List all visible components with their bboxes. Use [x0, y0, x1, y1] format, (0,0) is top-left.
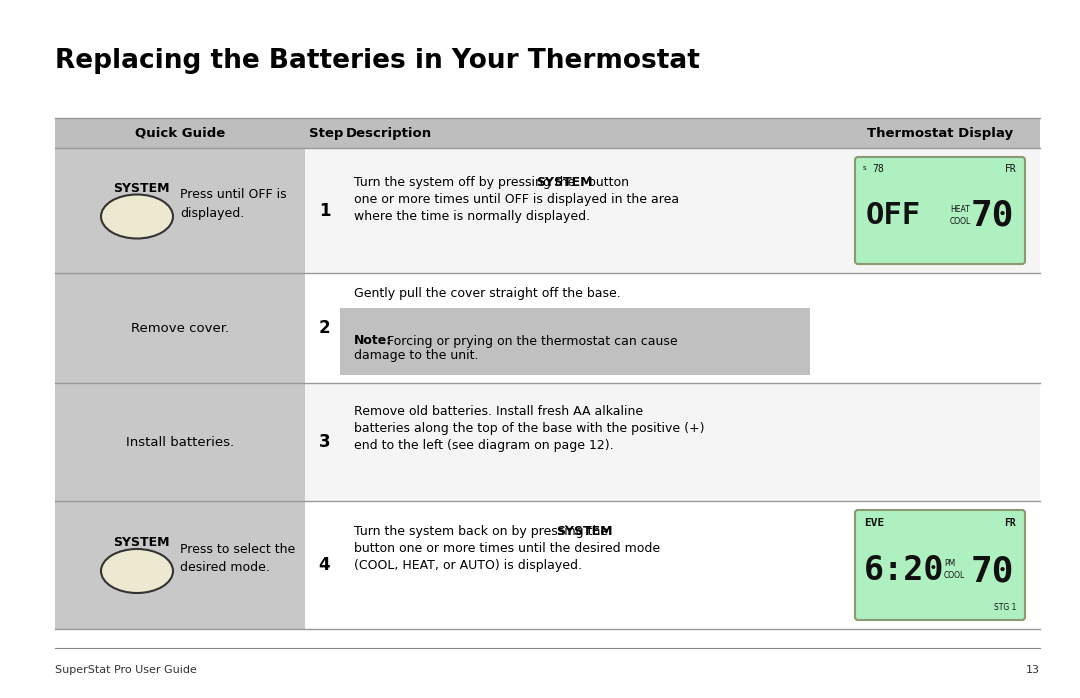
- Text: Press to select the
desired mode.: Press to select the desired mode.: [180, 543, 295, 574]
- Ellipse shape: [102, 549, 173, 593]
- Bar: [55, 383, 305, 501]
- Bar: [55, 273, 305, 383]
- Bar: [305, 273, 1040, 383]
- FancyBboxPatch shape: [855, 157, 1025, 264]
- Text: Remove cover.: Remove cover.: [131, 322, 229, 334]
- Text: SuperStat Pro User Guide: SuperStat Pro User Guide: [55, 665, 197, 675]
- Bar: [55, 501, 305, 629]
- Text: COOL: COOL: [944, 570, 966, 579]
- Text: s: s: [863, 165, 866, 171]
- Text: Turn the system off by pressing the: Turn the system off by pressing the: [354, 176, 579, 189]
- Text: SYSTEM: SYSTEM: [556, 525, 612, 538]
- Ellipse shape: [102, 195, 173, 239]
- Text: 2: 2: [319, 319, 330, 337]
- Text: button: button: [584, 176, 629, 189]
- Text: button one or more times until the desired mode: button one or more times until the desir…: [354, 542, 660, 555]
- Text: Step: Step: [309, 126, 343, 140]
- Text: Thermostat Display: Thermostat Display: [867, 126, 1013, 140]
- Text: EVE: EVE: [864, 518, 885, 528]
- Text: 4: 4: [319, 556, 330, 574]
- Text: SYSTEM: SYSTEM: [113, 537, 170, 549]
- Text: Forcing or prying on the thermostat can cause: Forcing or prying on the thermostat can …: [387, 334, 677, 348]
- Text: 70: 70: [971, 198, 1014, 232]
- Text: Description: Description: [346, 126, 432, 140]
- Text: 3: 3: [319, 433, 330, 451]
- Bar: [55, 118, 1040, 148]
- Text: Gently pull the cover straight off the base.: Gently pull the cover straight off the b…: [354, 287, 621, 300]
- Bar: [55, 148, 305, 273]
- Text: Quick Guide: Quick Guide: [135, 126, 225, 140]
- Text: Note:: Note:: [354, 334, 392, 348]
- Text: HEAT
COOL: HEAT COOL: [950, 205, 971, 225]
- Text: 78: 78: [872, 164, 883, 174]
- FancyBboxPatch shape: [855, 510, 1025, 620]
- Text: where the time is normally displayed.: where the time is normally displayed.: [354, 210, 590, 223]
- Text: Replacing the Batteries in Your Thermostat: Replacing the Batteries in Your Thermost…: [55, 48, 700, 74]
- Bar: [305, 501, 1040, 629]
- Text: 6:20: 6:20: [864, 554, 945, 588]
- Text: 1: 1: [319, 202, 330, 219]
- Text: 13: 13: [1026, 665, 1040, 675]
- Text: 70: 70: [971, 554, 1014, 588]
- Text: Remove old batteries. Install fresh AA alkaline: Remove old batteries. Install fresh AA a…: [354, 405, 643, 418]
- Text: Press until OFF is
displayed.: Press until OFF is displayed.: [180, 188, 286, 219]
- Bar: [305, 148, 1040, 273]
- Text: STG 1: STG 1: [994, 603, 1016, 612]
- Text: Turn the system back on by pressing the: Turn the system back on by pressing the: [354, 525, 612, 538]
- Text: end to the left (see diagram on page 12).: end to the left (see diagram on page 12)…: [354, 439, 613, 452]
- Text: OFF: OFF: [866, 201, 921, 230]
- Text: damage to the unit.: damage to the unit.: [354, 350, 478, 362]
- Text: SYSTEM: SYSTEM: [536, 176, 592, 189]
- Text: PM: PM: [944, 558, 955, 567]
- Text: (COOL, HEAT, or AUTO) is displayed.: (COOL, HEAT, or AUTO) is displayed.: [354, 559, 582, 572]
- Text: batteries along the top of the base with the positive (+): batteries along the top of the base with…: [354, 422, 704, 435]
- Text: FR: FR: [1005, 164, 1017, 174]
- Text: Install batteries.: Install batteries.: [126, 436, 234, 449]
- Text: SYSTEM: SYSTEM: [113, 182, 170, 195]
- Bar: [305, 383, 1040, 501]
- Bar: [340, 308, 810, 375]
- Text: FR: FR: [1004, 518, 1016, 528]
- Text: one or more times until OFF is displayed in the area: one or more times until OFF is displayed…: [354, 193, 679, 206]
